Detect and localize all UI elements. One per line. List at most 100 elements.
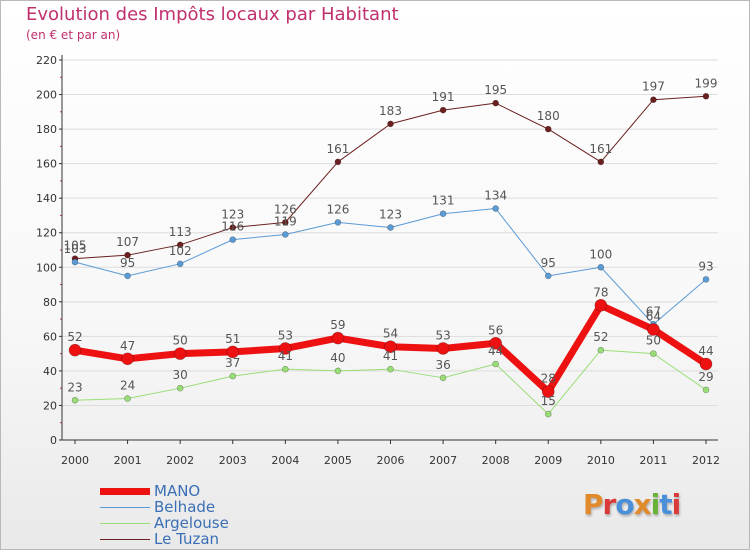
data-point (699, 357, 713, 371)
y-tick-label: 220 (36, 54, 57, 67)
data-label: 161 (589, 142, 612, 156)
data-point (387, 224, 394, 231)
chart-title: Evolution des Impôts locaux par Habitant (26, 4, 399, 25)
legend-swatch (100, 523, 150, 524)
y-tick-label: 140 (36, 192, 57, 205)
x-tick-label: 2000 (61, 454, 89, 467)
y-tick-label: 0 (50, 434, 57, 447)
data-point (282, 219, 289, 226)
data-point (334, 158, 342, 166)
data-point (124, 272, 131, 280)
data-label: 126 (274, 202, 297, 216)
data-labels: 105 107 113 123 126 161 183 191 195 180 161 197 199 1… (64, 76, 718, 408)
y-tick-label: 160 (36, 158, 57, 171)
data-point (544, 410, 552, 418)
data-label: 47 (120, 339, 135, 353)
data-label: 95 (120, 256, 135, 270)
data-label: 93 (698, 259, 713, 273)
data-point (71, 258, 79, 266)
data-point (173, 347, 187, 360)
data-label: 102 (169, 244, 192, 258)
data-label: 54 (383, 327, 398, 341)
y-tick-label: 100 (36, 261, 57, 274)
legend-label: Le Tuzan (154, 530, 220, 548)
data-point (387, 120, 394, 128)
legend-label: MANO (154, 482, 201, 500)
data-label: 50 (173, 334, 188, 348)
data-point (282, 231, 289, 238)
data-point (597, 263, 605, 271)
data-label: 183 (379, 104, 402, 118)
data-label: 123 (379, 208, 402, 222)
x-tick-label: 2010 (587, 454, 615, 467)
series-group (68, 92, 713, 418)
data-label: 52 (67, 330, 82, 344)
data-label: 53 (435, 328, 450, 342)
legend-label: Argelouse (154, 514, 229, 532)
data-label: 107 (116, 235, 139, 249)
data-label: 15 (541, 394, 556, 408)
data-point (334, 367, 342, 375)
data-point (176, 260, 184, 268)
y-tick-label: 120 (36, 227, 57, 240)
data-label: 53 (278, 328, 293, 342)
data-point (650, 96, 657, 104)
axes: 0 20 40 60 80 100 120 140 160 180 200 220 2000 2001 20… (36, 54, 720, 467)
data-label: 30 (173, 368, 188, 382)
proxiti-logo: Proxiti (583, 488, 681, 521)
data-label: 24 (120, 379, 135, 393)
x-tick-label: 2007 (429, 454, 457, 467)
data-point (124, 395, 131, 402)
data-label: 134 (484, 189, 507, 203)
data-point (176, 384, 184, 392)
data-label: 113 (169, 225, 192, 239)
data-point (68, 343, 82, 357)
x-tick-label: 2001 (114, 454, 142, 467)
y-tick-label: 60 (43, 330, 57, 343)
data-label: 191 (432, 90, 455, 104)
data-point (226, 345, 240, 359)
x-tick-label: 2003 (219, 454, 247, 467)
data-point (702, 386, 710, 394)
data-label: 64 (646, 309, 661, 323)
data-label: 67 (646, 304, 661, 318)
data-label: 180 (537, 109, 560, 123)
data-label: 41 (278, 349, 293, 363)
data-label: 52 (593, 330, 608, 344)
data-point (334, 219, 342, 226)
data-label: 105 (64, 239, 87, 253)
data-point (124, 251, 131, 259)
grid (62, 59, 718, 406)
data-label: 23 (67, 380, 82, 394)
legend-label: Belhade (154, 498, 216, 516)
y-tick-label: 80 (43, 296, 57, 309)
x-tick-label: 2002 (166, 454, 194, 467)
data-point (229, 236, 237, 243)
data-point (229, 372, 237, 380)
data-point (489, 336, 502, 350)
data-point (492, 99, 499, 107)
data-label: 29 (698, 370, 713, 384)
data-label: 44 (698, 344, 713, 358)
data-point (492, 205, 499, 212)
x-tick-label: 2011 (639, 454, 667, 467)
x-tick-label: 2005 (324, 454, 352, 467)
data-point (436, 342, 450, 355)
data-point (541, 385, 555, 398)
y-tick-label: 40 (43, 365, 57, 378)
y-tick-label: 200 (36, 89, 57, 102)
data-label: 59 (330, 318, 345, 332)
y-tick-label: 20 (43, 399, 57, 412)
data-point (331, 331, 345, 345)
data-point (439, 210, 447, 218)
data-label: 50 (646, 334, 661, 348)
data-label: 100 (589, 247, 612, 261)
data-label: 126 (326, 202, 349, 216)
data-label: 103 (64, 242, 87, 256)
y-tick-label: 180 (36, 123, 57, 136)
data-label: 199 (695, 76, 718, 90)
data-label: 41 (383, 349, 398, 363)
data-label: 36 (435, 358, 450, 372)
data-label: 51 (225, 332, 240, 346)
